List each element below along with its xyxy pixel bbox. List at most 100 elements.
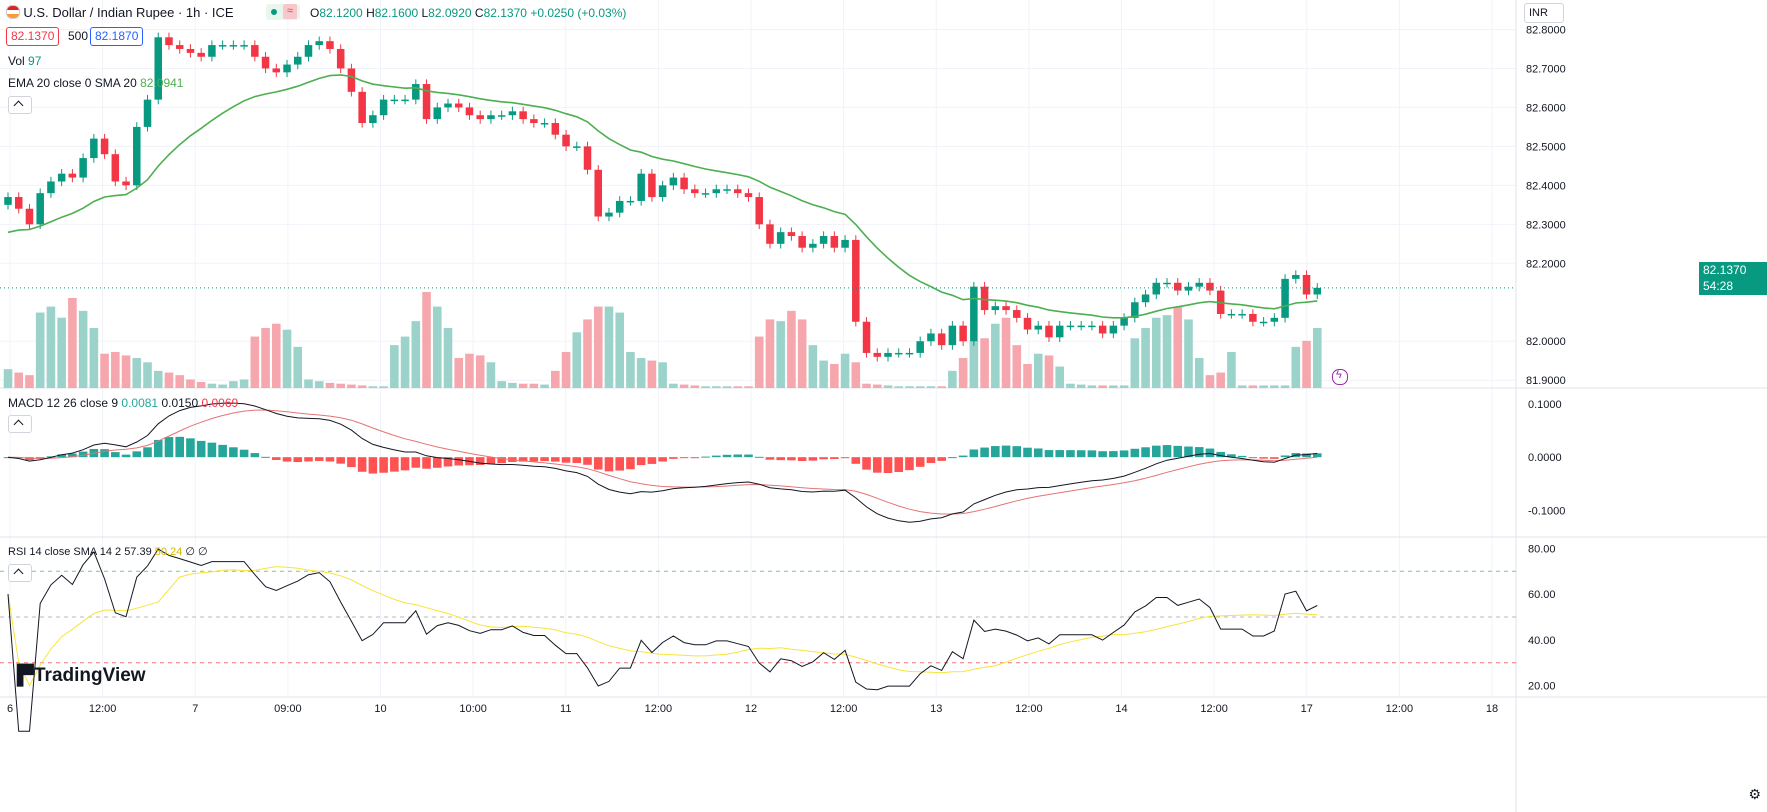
candle-body bbox=[1270, 317, 1279, 322]
candle-body bbox=[530, 119, 538, 124]
macd-histogram-bar bbox=[561, 457, 571, 463]
settings-gear-icon[interactable]: ⚙ bbox=[1748, 786, 1761, 802]
x-tick-label: 12:00 bbox=[830, 703, 858, 715]
volume-bar bbox=[701, 386, 710, 388]
candle-body bbox=[68, 173, 77, 178]
volume-bar bbox=[250, 336, 260, 388]
macd-legend[interactable]: MACD 12 26 close 9 0.0081 0.0150 0.0069 bbox=[8, 396, 239, 410]
macd-histogram-bar bbox=[819, 457, 828, 460]
volume-bar bbox=[164, 372, 174, 388]
collapse-legend-button[interactable] bbox=[8, 96, 32, 114]
volume-bar bbox=[722, 386, 732, 388]
candle-body bbox=[1313, 287, 1322, 295]
market-status-badge[interactable]: ≈ bbox=[266, 4, 300, 20]
volume-bar bbox=[980, 338, 989, 388]
candle-body bbox=[476, 115, 484, 120]
volume-bar bbox=[239, 379, 249, 388]
volume-bar bbox=[336, 383, 345, 388]
ema-legend[interactable]: EMA 20 close 0 SMA 20 82.0941 bbox=[8, 76, 184, 90]
macd-histogram-bar bbox=[787, 457, 796, 461]
macd-histogram-bar bbox=[851, 457, 861, 464]
wave-icon: ≈ bbox=[283, 4, 297, 19]
candle-body bbox=[1238, 313, 1246, 316]
volume-bar bbox=[1109, 385, 1118, 388]
candle-body bbox=[551, 123, 560, 135]
volume-bar bbox=[883, 385, 893, 388]
volume-bar bbox=[293, 346, 303, 388]
candle-body bbox=[927, 333, 935, 342]
volume-bar bbox=[282, 329, 292, 388]
macd-histogram-bar bbox=[991, 446, 1000, 458]
macd-histogram-bar bbox=[894, 457, 904, 473]
macd-histogram-bar bbox=[78, 451, 88, 458]
candle-body bbox=[390, 99, 399, 102]
candle-body bbox=[583, 146, 592, 170]
bid-price-box[interactable]: 82.1370 bbox=[6, 27, 60, 46]
macd-histogram-bar bbox=[35, 457, 45, 459]
macd-histogram-bar bbox=[304, 457, 313, 462]
vol-legend[interactable]: Vol 97 bbox=[8, 54, 42, 68]
candle-body bbox=[326, 41, 334, 49]
volume-bar bbox=[1130, 338, 1140, 388]
candle-body bbox=[401, 99, 409, 102]
volume-bar bbox=[379, 386, 388, 388]
volume-bar bbox=[186, 379, 195, 388]
x-tick-label: 7 bbox=[192, 703, 198, 715]
x-tick-label: 12:00 bbox=[1015, 703, 1043, 715]
volume-bar bbox=[669, 383, 678, 388]
macd-histogram-bar bbox=[615, 457, 624, 471]
candle-body bbox=[894, 352, 903, 355]
x-tick-label: 14 bbox=[1115, 703, 1127, 715]
volume-bar bbox=[78, 310, 88, 388]
currency-button[interactable]: INR bbox=[1524, 3, 1564, 23]
candle-body bbox=[465, 107, 474, 116]
volume-bar bbox=[840, 353, 850, 388]
macd-histogram-bar bbox=[432, 457, 442, 468]
volume-bar bbox=[1098, 385, 1107, 388]
macd-histogram-bar bbox=[808, 457, 818, 461]
x-tick-label: 12:00 bbox=[89, 703, 117, 715]
candle-body bbox=[218, 45, 227, 47]
spread-value: 500 bbox=[68, 29, 89, 43]
volume-bar bbox=[1055, 366, 1064, 388]
macd-histogram-bar bbox=[830, 457, 839, 459]
volume-bar bbox=[561, 352, 571, 388]
symbol-title[interactable]: U.S. Dollar / Indian Rupee · 1h · ICE bbox=[6, 5, 234, 21]
candle-body bbox=[240, 45, 248, 47]
macd-histogram-bar bbox=[1312, 453, 1322, 458]
volume-bar bbox=[1033, 353, 1043, 388]
volume-bar bbox=[111, 352, 120, 388]
candle-body bbox=[959, 325, 967, 342]
macd-histogram-bar bbox=[1205, 448, 1215, 458]
volume-bar bbox=[1152, 317, 1161, 388]
price-tick-label: 82.6000 bbox=[1526, 102, 1566, 114]
volume-bar bbox=[3, 369, 13, 388]
x-tick-label: 10:00 bbox=[459, 703, 487, 715]
macd-histogram-bar bbox=[1130, 448, 1140, 458]
rsi-tick-label: 20.00 bbox=[1528, 681, 1556, 693]
macd-histogram-bar bbox=[486, 457, 496, 465]
candle-body bbox=[980, 286, 989, 311]
volume-bar bbox=[390, 345, 399, 388]
lightning-icon[interactable]: ϟ bbox=[1332, 369, 1348, 385]
candle-body bbox=[1045, 325, 1053, 338]
ask-price-box[interactable]: 82.1870 bbox=[90, 27, 144, 46]
rsi-collapse-button[interactable] bbox=[8, 564, 32, 582]
tradingview-logo[interactable]: ▐▀ TradingView bbox=[10, 665, 146, 686]
volume-bar bbox=[1141, 328, 1150, 388]
macd-histogram-bar bbox=[400, 457, 410, 471]
candle-body bbox=[712, 189, 721, 194]
volume-bar bbox=[776, 321, 785, 388]
macd-histogram-bar bbox=[669, 457, 678, 459]
macd-histogram-bar bbox=[540, 457, 549, 462]
volume-bar bbox=[754, 336, 764, 388]
candle-body bbox=[1174, 282, 1182, 291]
rsi-legend[interactable]: RSI 14 close SMA 14 2 57.39 50.24 ∅ ∅ bbox=[8, 546, 208, 558]
macd-histogram-bar bbox=[529, 457, 539, 462]
macd-collapse-button[interactable] bbox=[8, 415, 32, 433]
volume-bar bbox=[744, 386, 753, 388]
macd-histogram-bar bbox=[1076, 450, 1086, 458]
macd-histogram-bar bbox=[411, 457, 421, 468]
